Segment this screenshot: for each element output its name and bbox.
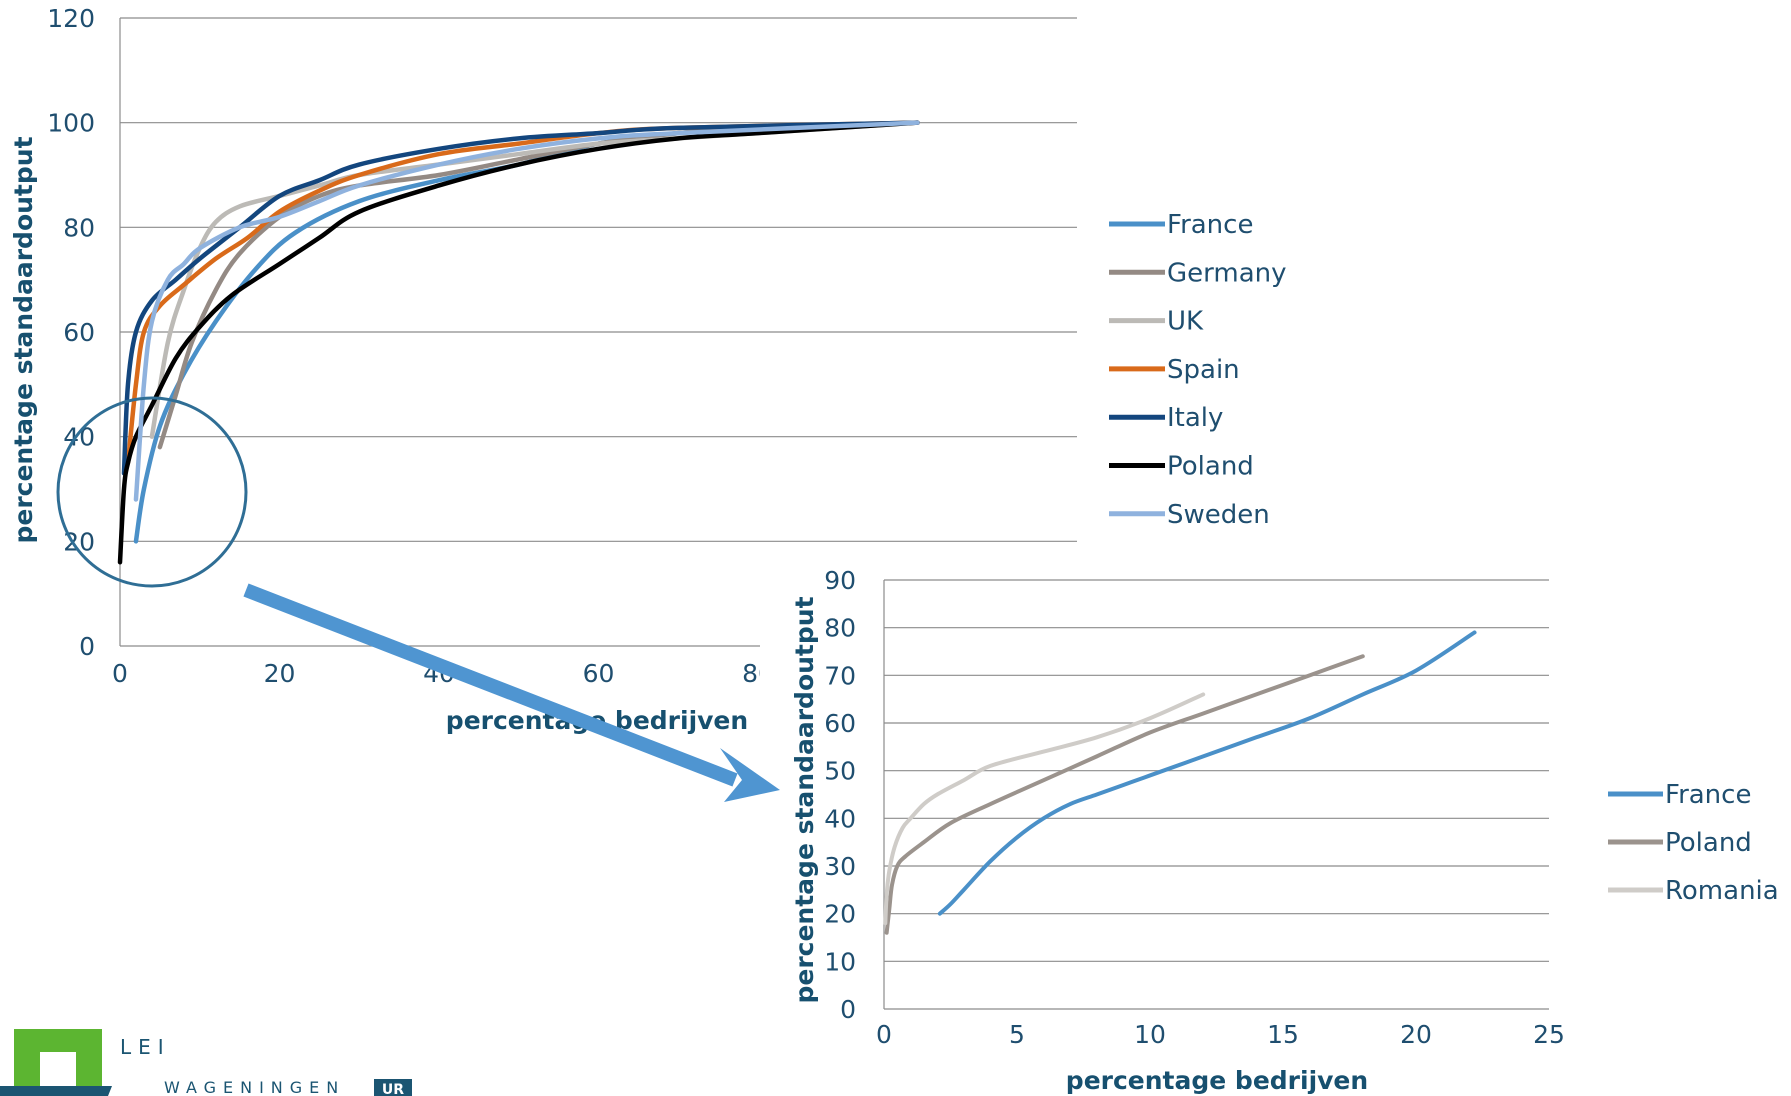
zoom-chart-legend-label-poland: Poland (1665, 828, 1752, 858)
logo-navy-base (0, 1086, 112, 1096)
zoom-chart-y-tick-label: 0 (840, 995, 856, 1024)
zoom-circle (56, 396, 248, 588)
zoom-chart-legend-label-romania: Romania (1665, 876, 1779, 906)
main-chart-x-tick-label: 60 (583, 659, 615, 688)
zoom-chart-series-line-romania (883, 692, 1206, 926)
logo-text-wageningen: WAGENINGEN (164, 1078, 345, 1096)
main-chart-legend-label-poland: Poland (1167, 452, 1254, 482)
main-chart-series-line-sweden (133, 120, 920, 502)
zoom-chart-legend-label-france: France (1665, 780, 1751, 810)
main-chart-series-line-poland (117, 120, 920, 565)
zoom-chart-series-line-france (937, 630, 1477, 916)
zoom-chart-x-tick-label: 20 (1400, 1020, 1432, 1049)
zoom-chart-x-tick-label: 5 (1009, 1020, 1025, 1049)
main-chart-y-tick-label: 0 (79, 632, 95, 661)
logo-ur-text: UR (382, 1082, 404, 1096)
zoom-chart-x-axis-label: percentage bedrijven (1066, 1066, 1368, 1095)
zoom-chart-series (883, 630, 1477, 935)
zoom-chart-y-tick-label: 70 (824, 661, 856, 690)
zoom-chart-y-tick-label: 20 (824, 900, 856, 929)
zoom-chart-series-line-poland (884, 654, 1365, 935)
zoom-chart-y-tick-label: 90 (824, 566, 856, 595)
main-chart-y-tick-label: 120 (47, 4, 95, 33)
main-chart-x-tick-label: 20 (264, 659, 296, 688)
zoom-chart-y-tick-label: 10 (824, 947, 856, 976)
main-chart-y-tick-label: 60 (63, 318, 95, 347)
zoom-chart: 0 10 20 30 40 50 60 70 80 90 0 5 10 15 20 25 percentag… (760, 560, 1779, 1096)
zoom-chart-x-tick-labels: 0 5 10 15 20 25 (876, 1020, 1565, 1049)
main-chart-legend-label-sweden: Sweden (1167, 500, 1270, 530)
main-chart-gridlines (119, 17, 1077, 647)
zoom-chart-y-axis-label: percentage standaardoutput (790, 596, 819, 1003)
zoom-chart-y-tick-label: 80 (824, 614, 856, 643)
zoom-chart-y-tick-label: 30 (824, 852, 856, 881)
zoom-chart-x-tick-label: 10 (1134, 1020, 1166, 1049)
zoom-chart-y-tick-label: 50 (824, 757, 856, 786)
zoom-chart-x-tick-label: 25 (1533, 1020, 1565, 1049)
zoom-chart-x-tick-label: 15 (1267, 1020, 1299, 1049)
logo-text-lei: LEI (120, 1035, 171, 1059)
zoom-chart-y-tick-label: 60 (824, 709, 856, 738)
main-chart-series-line-germany (157, 120, 920, 450)
main-chart-legend-label-france: France (1167, 210, 1253, 240)
main-chart-x-tick-label: 0 (112, 659, 128, 688)
main-chart-legend-label-italy: Italy (1167, 403, 1223, 433)
zoom-chart-y-tick-labels: 0 10 20 30 40 50 60 70 80 90 (824, 566, 856, 1024)
main-chart-series-line-spain (125, 120, 920, 466)
main-chart-y-tick-label: 100 (47, 109, 95, 138)
main-chart-y-tick-label: 80 (63, 213, 95, 242)
zoom-chart-legend: France Poland Romania (1608, 780, 1779, 906)
main-chart-legend: France Germany UK Spain Italy Poland Sweden (1109, 210, 1287, 530)
main-chart-legend-label-uk: UK (1167, 307, 1204, 337)
lei-wageningen-ur-logo: LEI WAGENINGEN UR (0, 1029, 412, 1096)
main-chart-legend-label-spain: Spain (1167, 355, 1240, 385)
logo-ur-badge (374, 1079, 412, 1096)
main-chart-series-line-uk (149, 120, 920, 439)
main-chart-y-axis-label: percentage standaardoutput (9, 136, 38, 543)
zoom-arrow (243, 583, 780, 802)
main-chart-legend-label-germany: Germany (1167, 258, 1287, 288)
zoom-chart-background (760, 560, 1560, 1096)
zoom-chart-y-tick-label: 40 (824, 804, 856, 833)
main-chart-series-line-italy (121, 120, 920, 476)
main-chart-series (117, 120, 920, 565)
zoom-chart-x-tick-label: 0 (876, 1020, 892, 1049)
zoom-chart-gridlines (883, 579, 1549, 1010)
